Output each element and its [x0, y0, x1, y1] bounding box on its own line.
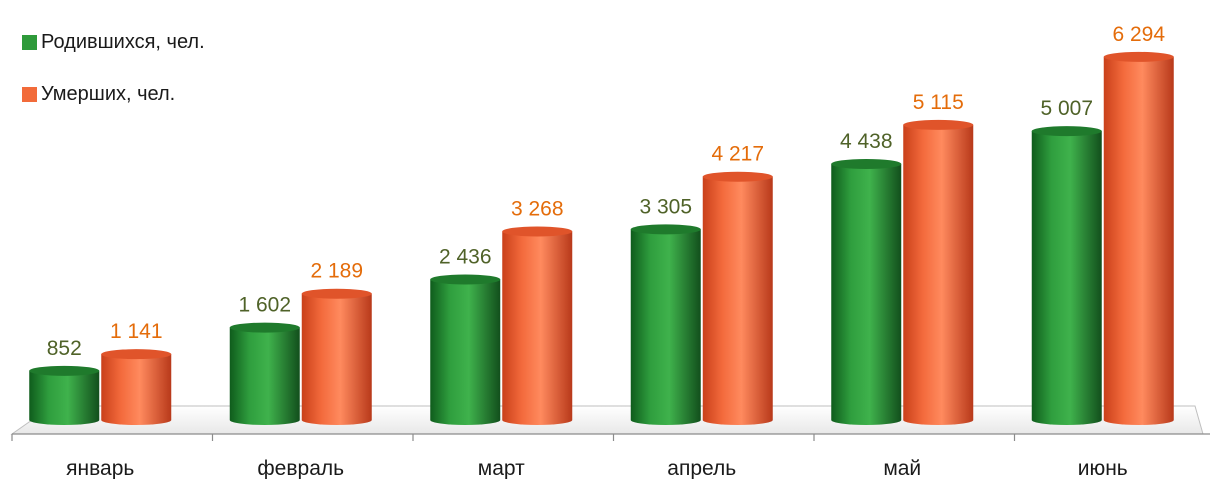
x-tick-label: апрель [667, 457, 736, 479]
bar-deaths [301, 288, 372, 425]
bar-births [630, 224, 701, 425]
cylinder-top [702, 171, 773, 182]
data-label-births: 852 [47, 337, 82, 360]
x-tick-label: март [478, 457, 525, 479]
cylinder-top [430, 274, 501, 285]
bar-births [430, 274, 501, 425]
bar-deaths [502, 226, 573, 425]
cylinder-body [430, 279, 501, 425]
cylinder-body [1103, 56, 1174, 425]
legend-label-births: Родившихся, чел. [41, 30, 205, 53]
legend-swatch-births [22, 34, 37, 50]
legend-swatch-deaths [22, 86, 37, 102]
legend: Родившихся, чел. Умерших, чел. [22, 30, 205, 134]
bar-births [1031, 126, 1102, 425]
data-label-deaths: 5 115 [913, 91, 964, 114]
cylinder-body [903, 124, 974, 426]
cylinder-top [1103, 51, 1174, 62]
data-label-births: 5 007 [1040, 97, 1093, 120]
x-tick-label: май [883, 457, 921, 479]
cylinder-body [630, 229, 701, 425]
bar-births [229, 322, 300, 425]
cylinder-body [229, 327, 300, 425]
bar-births [29, 365, 100, 425]
cylinder-body [831, 163, 902, 425]
data-label-births: 3 305 [639, 195, 692, 218]
data-label-deaths: 2 189 [310, 260, 363, 283]
legend-item-deaths: Умерших, чел. [22, 82, 205, 106]
data-label-deaths: 4 217 [711, 143, 764, 166]
cylinder-top [831, 158, 902, 169]
x-tick-label: июнь [1078, 457, 1128, 479]
bar-deaths [903, 119, 974, 426]
cylinder-top [301, 288, 372, 299]
data-label-births: 4 438 [840, 130, 893, 153]
cylinder-top [29, 365, 100, 376]
x-tick-label: февраль [257, 457, 344, 479]
cylinder-body [301, 293, 372, 425]
bar-deaths [702, 171, 773, 425]
chart-floor [10, 405, 1204, 435]
cylinder-top [502, 226, 573, 237]
legend-item-births: Родившихся, чел. [22, 30, 205, 54]
cylinder-body [1031, 131, 1102, 425]
data-label-deaths: 6 294 [1112, 23, 1165, 46]
data-label-births: 1 602 [238, 294, 291, 317]
bar-deaths [101, 349, 172, 425]
cylinder-body [29, 370, 100, 425]
cylinder-top [903, 119, 974, 130]
cylinder-body [502, 231, 573, 425]
cylinder-top [229, 322, 300, 333]
cylinder-top [101, 349, 172, 360]
bar-deaths [1103, 51, 1174, 425]
cylinder-top [1031, 126, 1102, 137]
bar-births [831, 158, 902, 425]
legend-label-deaths: Умерших, чел. [41, 82, 176, 105]
data-label-deaths: 1 141 [110, 320, 163, 343]
x-tick-label: январь [66, 457, 134, 479]
cylinder-body [101, 354, 172, 425]
cylinder-body [702, 176, 773, 425]
data-label-births: 2 436 [439, 245, 492, 268]
cylinder-top [630, 224, 701, 235]
data-label-deaths: 3 268 [511, 197, 564, 220]
